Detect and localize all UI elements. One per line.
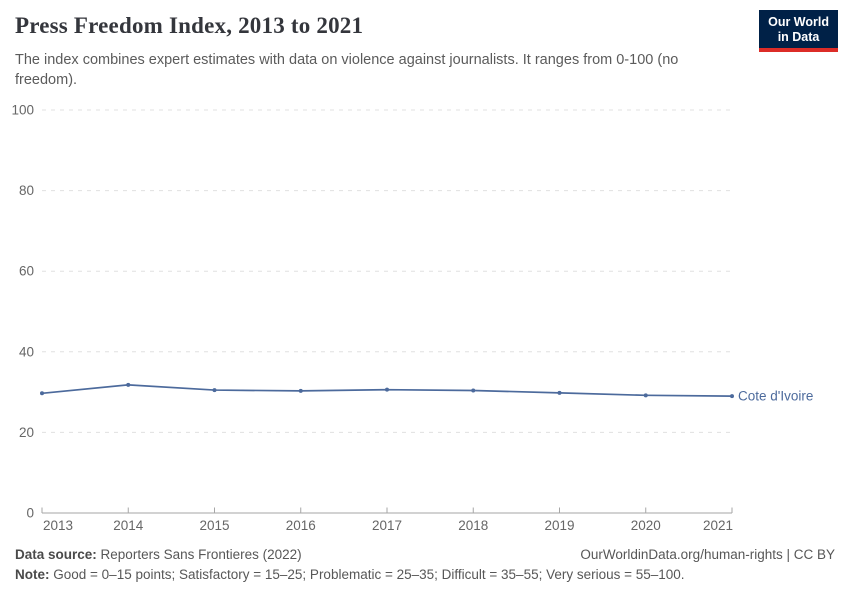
y-tick-label: 40 [19,344,34,359]
data-point[interactable] [298,388,303,393]
x-tick-label: 2020 [631,518,661,533]
x-tick-label: 2018 [458,518,488,533]
note-label: Note: [15,567,50,582]
chart-subtitle: The index combines expert estimates with… [15,52,679,88]
x-tick-label: 2013 [43,518,73,533]
owid-logo-line1: Our World [768,15,829,29]
data-point[interactable] [557,390,562,395]
y-tick-label: 0 [26,506,34,521]
data-point[interactable] [643,393,648,398]
x-tick-label: 2017 [372,518,402,533]
y-tick-label: 80 [19,183,34,198]
series-label[interactable]: Cote d'Ivoire [738,389,813,404]
data-point[interactable] [385,387,389,392]
x-tick-label: 2015 [199,518,229,533]
x-tick-label: 2021 [703,518,733,533]
data-point[interactable] [40,391,44,396]
note-value: Good = 0–15 points; Satisfactory = 15–25… [53,567,685,582]
data-point[interactable] [126,382,131,387]
owid-logo-line2: in Data [777,30,820,44]
y-tick-label: 20 [19,425,34,440]
x-tick-label: 2014 [113,518,144,533]
data-point[interactable] [730,394,734,399]
x-tick-label: 2019 [544,518,574,533]
data-point[interactable] [212,388,217,393]
page-title: Press Freedom Index, 2013 to 2021 [15,13,364,38]
data-source-value[interactable]: Reporters Sans Frontieres (2022) [100,547,302,562]
owid-logo[interactable]: Our World in Data [759,10,838,52]
attribution-link[interactable]: OurWorldinData.org/human-rights | CC BY [580,547,835,562]
data-source-label: Data source: [15,547,97,562]
data-source: Data source: Reporters Sans Frontieres (… [15,547,302,562]
chart-note: Note: Good = 0–15 points; Satisfactory =… [15,567,685,582]
data-point[interactable] [471,388,476,393]
x-tick-label: 2016 [286,518,316,533]
y-tick-label: 60 [19,264,34,279]
y-tick-label: 100 [11,103,34,118]
